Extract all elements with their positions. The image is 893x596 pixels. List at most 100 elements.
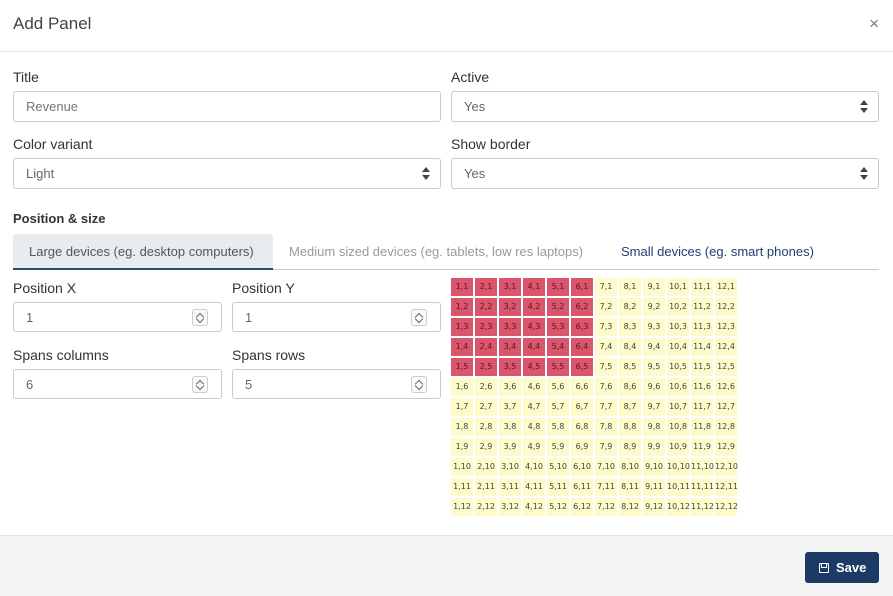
grid-cell[interactable]: 2,10 [475, 458, 497, 476]
grid-cell[interactable]: 1,5 [451, 358, 473, 376]
grid-cell[interactable]: 11,5 [691, 358, 713, 376]
grid-cell[interactable]: 10,2 [667, 298, 689, 316]
grid-cell[interactable]: 3,9 [499, 438, 521, 456]
grid-cell[interactable]: 7,12 [595, 498, 617, 516]
grid-cell[interactable]: 3,7 [499, 398, 521, 416]
grid-cell[interactable]: 4,12 [523, 498, 545, 516]
grid-cell[interactable]: 3,2 [499, 298, 521, 316]
grid-cell[interactable]: 6,1 [571, 278, 593, 296]
grid-cell[interactable]: 4,2 [523, 298, 545, 316]
grid-cell[interactable]: 6,3 [571, 318, 593, 336]
spans-rows-input[interactable]: 5 [232, 369, 441, 399]
grid-cell[interactable]: 4,5 [523, 358, 545, 376]
grid-cell[interactable]: 6,8 [571, 418, 593, 436]
title-input[interactable] [13, 91, 441, 122]
grid-cell[interactable]: 8,6 [619, 378, 641, 396]
grid-cell[interactable]: 9,4 [643, 338, 665, 356]
grid-cell[interactable]: 2,7 [475, 398, 497, 416]
grid-cell[interactable]: 1,12 [451, 498, 473, 516]
grid-cell[interactable]: 7,9 [595, 438, 617, 456]
grid-cell[interactable]: 2,1 [475, 278, 497, 296]
grid-cell[interactable]: 2,4 [475, 338, 497, 356]
grid-cell[interactable]: 11,11 [691, 478, 714, 496]
grid-cell[interactable]: 3,3 [499, 318, 521, 336]
grid-cell[interactable]: 6,9 [571, 438, 593, 456]
grid-cell[interactable]: 6,6 [571, 378, 593, 396]
grid-cell[interactable]: 7,8 [595, 418, 617, 436]
tab-small-devices[interactable]: Small devices (eg. smart phones) [621, 244, 814, 259]
grid-cell[interactable]: 4,3 [523, 318, 545, 336]
grid-cell[interactable]: 3,6 [499, 378, 521, 396]
grid-cell[interactable]: 7,4 [595, 338, 617, 356]
grid-cell[interactable]: 6,7 [571, 398, 593, 416]
grid-cell[interactable]: 8,4 [619, 338, 641, 356]
grid-cell[interactable]: 9,12 [643, 498, 665, 516]
grid-cell[interactable]: 10,6 [667, 378, 689, 396]
grid-cell[interactable]: 6,5 [571, 358, 593, 376]
grid-cell[interactable]: 5,2 [547, 298, 569, 316]
grid-cell[interactable]: 11,9 [691, 438, 713, 456]
grid-cell[interactable]: 3,5 [499, 358, 521, 376]
grid-cell[interactable]: 9,8 [643, 418, 665, 436]
grid-cell[interactable]: 4,11 [523, 478, 545, 496]
grid-cell[interactable]: 12,12 [715, 498, 738, 516]
stepper-icon[interactable] [192, 309, 208, 326]
grid-cell[interactable]: 8,11 [619, 478, 641, 496]
grid-cell[interactable]: 12,6 [715, 378, 737, 396]
grid-cell[interactable]: 9,11 [643, 478, 665, 496]
grid-cell[interactable]: 5,11 [547, 478, 569, 496]
grid-cell[interactable]: 6,12 [571, 498, 593, 516]
grid-cell[interactable]: 6,2 [571, 298, 593, 316]
grid-cell[interactable]: 2,8 [475, 418, 497, 436]
grid-cell[interactable]: 12,11 [715, 478, 738, 496]
grid-cell[interactable]: 1,8 [451, 418, 473, 436]
grid-cell[interactable]: 8,2 [619, 298, 641, 316]
grid-cell[interactable]: 11,10 [691, 458, 714, 476]
grid-cell[interactable]: 1,6 [451, 378, 473, 396]
grid-cell[interactable]: 1,10 [451, 458, 473, 476]
grid-cell[interactable]: 2,2 [475, 298, 497, 316]
grid-cell[interactable]: 7,1 [595, 278, 617, 296]
grid-cell[interactable]: 3,8 [499, 418, 521, 436]
grid-cell[interactable]: 5,1 [547, 278, 569, 296]
tab-large-devices[interactable]: Large devices (eg. desktop computers) [13, 234, 273, 270]
grid-cell[interactable]: 8,3 [619, 318, 641, 336]
grid-cell[interactable]: 10,7 [667, 398, 689, 416]
grid-cell[interactable]: 12,1 [715, 278, 737, 296]
grid-cell[interactable]: 10,12 [667, 498, 690, 516]
grid-cell[interactable]: 9,9 [643, 438, 665, 456]
grid-cell[interactable]: 8,8 [619, 418, 641, 436]
grid-cell[interactable]: 7,5 [595, 358, 617, 376]
grid-cell[interactable]: 12,2 [715, 298, 737, 316]
stepper-icon[interactable] [411, 309, 427, 326]
grid-cell[interactable]: 3,11 [499, 478, 521, 496]
grid-cell[interactable]: 10,9 [667, 438, 689, 456]
grid-cell[interactable]: 12,9 [715, 438, 737, 456]
grid-cell[interactable]: 11,1 [691, 278, 713, 296]
grid-cell[interactable]: 9,7 [643, 398, 665, 416]
grid-cell[interactable]: 8,1 [619, 278, 641, 296]
grid-cell[interactable]: 2,5 [475, 358, 497, 376]
grid-cell[interactable]: 9,10 [643, 458, 665, 476]
grid-cell[interactable]: 2,6 [475, 378, 497, 396]
grid-cell[interactable]: 4,8 [523, 418, 545, 436]
grid-cell[interactable]: 5,8 [547, 418, 569, 436]
grid-cell[interactable]: 1,9 [451, 438, 473, 456]
grid-cell[interactable]: 7,6 [595, 378, 617, 396]
grid-cell[interactable]: 11,3 [691, 318, 713, 336]
grid-cell[interactable]: 11,2 [691, 298, 713, 316]
grid-cell[interactable]: 5,4 [547, 338, 569, 356]
grid-cell[interactable]: 8,5 [619, 358, 641, 376]
grid-cell[interactable]: 9,6 [643, 378, 665, 396]
grid-cell[interactable]: 7,11 [595, 478, 617, 496]
grid-cell[interactable]: 8,10 [619, 458, 641, 476]
grid-cell[interactable]: 9,1 [643, 278, 665, 296]
grid-cell[interactable]: 10,1 [667, 278, 689, 296]
grid-cell[interactable]: 5,9 [547, 438, 569, 456]
grid-cell[interactable]: 12,5 [715, 358, 737, 376]
grid-cell[interactable]: 10,5 [667, 358, 689, 376]
grid-cell[interactable]: 10,11 [667, 478, 690, 496]
grid-cell[interactable]: 5,10 [547, 458, 569, 476]
grid-cell[interactable]: 1,1 [451, 278, 473, 296]
grid-cell[interactable]: 7,7 [595, 398, 617, 416]
